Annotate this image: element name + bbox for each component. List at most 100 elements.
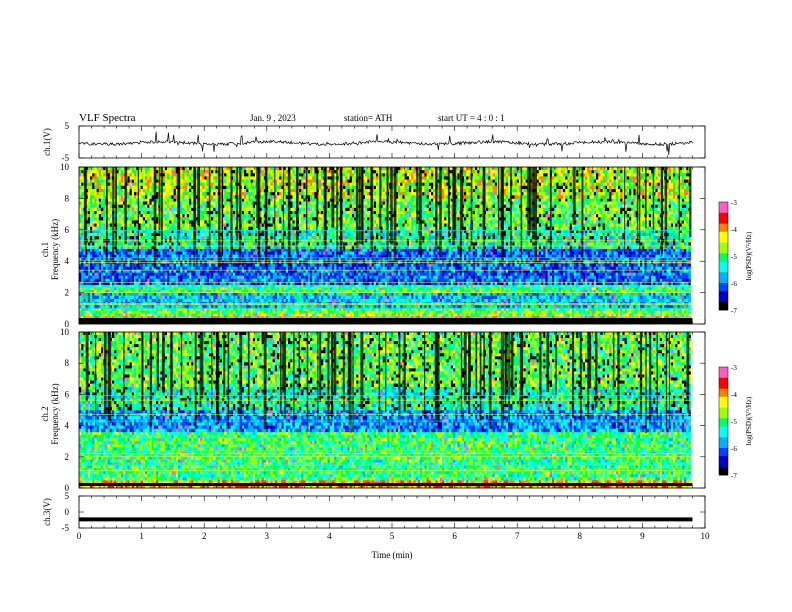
spectrogram-cell: [435, 290, 438, 293]
spectrogram-cell: [255, 308, 258, 312]
spectrogram-cell: [552, 290, 555, 293]
spectrogram-cell: [453, 310, 456, 314]
spectrogram-cell: [147, 287, 150, 291]
spectrogram-cell: [519, 254, 522, 259]
spectrogram-cell: [523, 292, 526, 297]
spectrogram-cell: [556, 248, 559, 252]
spectrogram-cell: [325, 284, 328, 288]
spectrogram-cell: [400, 316, 403, 320]
spectrogram-cell: [140, 316, 144, 320]
spectrogram-cell: [602, 257, 606, 262]
spectrogram-cell: [486, 310, 489, 314]
spectrogram-cell: [536, 292, 540, 297]
spectrogram-cell: [673, 251, 676, 255]
spectrogram-cell: [439, 290, 443, 293]
spectrogram-cell: [307, 316, 311, 320]
spectrogram-cell: [483, 316, 487, 320]
spectrogram-cell: [101, 295, 104, 300]
spectrogram-cell: [321, 292, 324, 297]
spectrogram-cell: [622, 313, 625, 317]
spectrogram-cell: [642, 316, 645, 320]
spectrogram-cell: [488, 254, 491, 259]
spectrogram-cell: [673, 310, 676, 314]
spectrogram-cell: [105, 316, 108, 320]
spectrogram-cell: [677, 287, 680, 291]
spectrogram-cell: [437, 251, 441, 255]
spectrogram-cell: [270, 284, 273, 288]
spectrogram-cell: [107, 298, 111, 303]
spectrogram-cell: [587, 298, 590, 303]
spectrogram-cell: [574, 287, 577, 291]
spectrogram-cell: [277, 316, 280, 320]
spectrogram-cell: [277, 313, 280, 317]
spectrogram-cell: [202, 295, 205, 300]
spectrogram-cell: [98, 308, 102, 312]
spectrogram-cell: [523, 310, 526, 314]
spectrogram-cell: [345, 292, 348, 297]
spectrogram-cell: [426, 308, 430, 312]
spectrogram-cell: [503, 248, 507, 252]
spectrogram-cell: [235, 290, 238, 293]
spectrogram-cell: [365, 298, 368, 303]
spectrogram-cell: [659, 287, 663, 291]
spectrogram-cell: [156, 313, 159, 317]
spectrogram-cell: [261, 308, 265, 312]
spectrogram-cell: [657, 298, 661, 303]
spectrogram-cell: [252, 284, 256, 288]
spectrogram-cell: [356, 251, 359, 255]
spectrogram-cell: [578, 305, 581, 309]
spectrogram-cell: [395, 254, 399, 259]
spectrogram-cell: [90, 295, 93, 300]
spectrogram-cell: [138, 254, 141, 259]
spectrogram-cell: [288, 295, 291, 300]
spectrogram-cell: [567, 290, 570, 293]
spectrogram-cell: [241, 313, 245, 317]
spectrogram-cell: [679, 313, 683, 317]
spectrogram-cell: [420, 287, 423, 291]
spectrogram-cell: [171, 254, 174, 259]
spectrogram-cell: [94, 316, 97, 320]
spectrogram-cell: [536, 290, 540, 293]
spectrogram-cell: [305, 248, 309, 252]
spectrogram-cell: [184, 254, 188, 259]
spectrogram-cell: [193, 316, 196, 320]
spectrogram-cell: [662, 251, 665, 255]
spectrogram-cell: [604, 284, 608, 288]
spectrogram-cell: [450, 290, 454, 293]
spectrogram-cell: [426, 251, 430, 255]
spectrogram-cell: [538, 310, 542, 314]
spectrogram-cell: [173, 292, 177, 297]
spectrogram-cell: [477, 248, 480, 252]
spectrogram-cell: [428, 248, 432, 252]
spectrogram-cell: [279, 248, 282, 252]
spectrogram-cell: [129, 295, 133, 300]
spectrogram-cell: [424, 308, 427, 312]
spectrogram-cell: [475, 295, 478, 300]
spectrogram-cell: [332, 254, 335, 259]
spectrogram-cell: [332, 287, 335, 291]
spectrogram-cell: [657, 284, 661, 288]
spectrogram-cell: [347, 254, 350, 259]
spectrogram-cell: [607, 290, 610, 293]
spectrogram-cell: [479, 257, 482, 262]
spectrogram-cell: [558, 251, 562, 255]
spectrogram-cell: [549, 284, 553, 288]
spectrogram-cell: [358, 313, 361, 317]
spectrogram-cell: [356, 316, 359, 320]
spectrogram-cell: [351, 284, 355, 288]
spectrogram-cell: [362, 295, 366, 300]
spectrogram-cell: [343, 257, 346, 262]
spectrogram-cell: [501, 316, 504, 320]
spectrogram-cell: [508, 284, 511, 288]
spectrogram-cell: [184, 248, 188, 252]
spectrogram-cell: [604, 292, 608, 297]
spectrogram-cell: [437, 310, 441, 314]
spectrogram-cell: [107, 284, 111, 288]
spectrogram-cell: [448, 316, 452, 320]
spectrogram-cell: [492, 298, 496, 303]
spectrogram-cell: [488, 292, 491, 297]
spectrogram-cell: [241, 254, 245, 259]
spectrogram-cell: [268, 305, 271, 309]
spectrogram-cell: [523, 257, 526, 262]
spectrogram-cell: [406, 248, 410, 252]
